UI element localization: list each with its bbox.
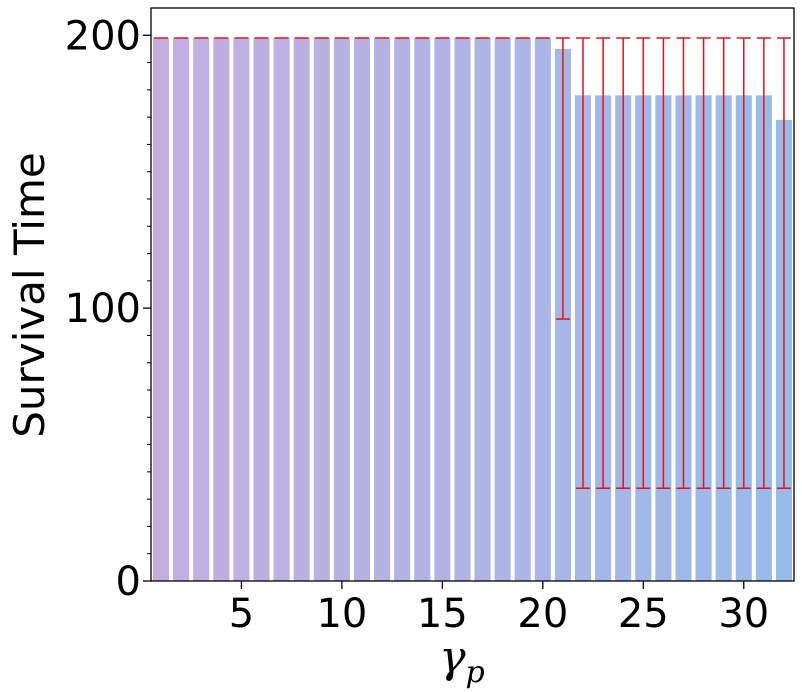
bar-18 [494, 38, 511, 582]
bar-2 [173, 38, 190, 582]
bar-9 [313, 38, 330, 582]
bar-14 [414, 38, 431, 582]
bar-13 [394, 38, 411, 582]
x-axis-title-subscript: p [466, 655, 485, 690]
bar-12 [374, 38, 391, 582]
plot-frame [150, 7, 795, 582]
errorbar-31 [756, 37, 771, 489]
errorbar-32 [776, 37, 791, 489]
errorbar-21 [555, 37, 570, 320]
y-tick-label-0: 0 [116, 559, 141, 605]
bar-5 [233, 38, 250, 582]
bar-1 [153, 38, 170, 582]
errorbar-24 [616, 37, 631, 489]
x-tick-label-15: 15 [417, 591, 468, 637]
bar-20 [534, 38, 551, 582]
errorbar-30 [736, 37, 751, 489]
errorbars-group [154, 37, 791, 489]
x-tick-label-30: 30 [718, 591, 769, 637]
errorbar-29 [716, 37, 731, 489]
x-axis-title: γp [439, 632, 485, 690]
bar-17 [474, 38, 491, 582]
x-axis: 5 10 15 20 25 30 [229, 581, 769, 637]
errorbar-28 [696, 37, 711, 489]
bar-8 [293, 38, 310, 582]
bar-4 [213, 38, 230, 582]
x-axis-title-symbol: γ [439, 632, 466, 683]
bar-6 [253, 38, 270, 582]
bars-group [153, 38, 792, 582]
errorbar-23 [596, 37, 611, 489]
bar-15 [434, 38, 451, 582]
errorbar-26 [656, 37, 671, 489]
y-axis-title: Survival Time [5, 152, 54, 437]
bar-16 [454, 38, 471, 582]
bar-10 [333, 38, 350, 582]
y-axis: 0 100 200 [65, 13, 151, 605]
bar-11 [353, 38, 371, 582]
bar-19 [514, 38, 531, 582]
x-tick-label-20: 20 [517, 591, 568, 637]
x-tick-label-5: 5 [229, 591, 254, 637]
errorbar-22 [576, 37, 591, 489]
bar-7 [273, 38, 290, 582]
x-tick-label-25: 25 [618, 591, 669, 637]
errorbar-25 [636, 37, 651, 489]
bar-3 [193, 38, 210, 582]
y-tick-label-200: 200 [65, 13, 141, 59]
x-tick-label-10: 10 [316, 591, 367, 637]
y-tick-label-100: 100 [65, 286, 141, 332]
errorbar-27 [676, 37, 691, 489]
